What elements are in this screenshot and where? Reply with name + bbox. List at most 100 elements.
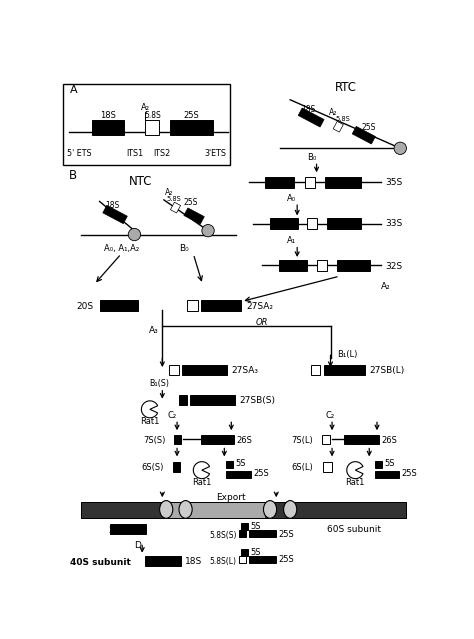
Text: 26S: 26S	[382, 436, 398, 445]
Bar	[103, 205, 128, 224]
Text: B: B	[69, 169, 77, 181]
Text: 5.8S: 5.8S	[144, 111, 161, 119]
Text: A₀, A₁,A₂: A₀, A₁,A₂	[104, 244, 139, 253]
Text: D: D	[134, 541, 140, 550]
Bar	[324, 365, 365, 374]
Bar	[279, 260, 307, 271]
Text: 35S: 35S	[385, 178, 403, 187]
Bar	[201, 300, 241, 311]
Text: 5S: 5S	[250, 548, 260, 557]
Text: B₀: B₀	[307, 153, 317, 162]
Bar	[201, 435, 235, 444]
Bar	[241, 523, 247, 530]
Wedge shape	[193, 462, 210, 479]
Bar	[374, 461, 382, 468]
Bar	[81, 502, 406, 518]
Bar	[226, 461, 233, 468]
Bar	[184, 208, 204, 224]
Text: 25S: 25S	[279, 555, 294, 564]
Text: 7S(L): 7S(L)	[292, 436, 313, 445]
Bar	[174, 435, 181, 444]
Bar	[179, 396, 187, 406]
Ellipse shape	[264, 500, 277, 518]
Text: Rat1: Rat1	[346, 478, 365, 487]
Text: A: A	[70, 85, 78, 95]
Text: 5.8S: 5.8S	[335, 116, 350, 122]
Text: C₂: C₂	[325, 411, 334, 420]
Text: A₀: A₀	[287, 194, 296, 203]
Wedge shape	[347, 462, 363, 479]
Bar	[145, 119, 159, 135]
Text: Rat1: Rat1	[140, 417, 160, 426]
Wedge shape	[141, 401, 158, 418]
Bar	[241, 550, 247, 557]
Text: Export: Export	[217, 493, 246, 502]
Bar	[325, 177, 361, 188]
Bar	[145, 556, 181, 566]
Bar	[187, 300, 198, 311]
Bar	[337, 260, 370, 271]
Bar	[190, 396, 235, 406]
Bar	[169, 365, 179, 374]
Text: 5S: 5S	[235, 459, 246, 468]
Bar	[81, 502, 166, 518]
Bar	[239, 556, 246, 562]
Bar	[92, 119, 124, 135]
Text: 18S: 18S	[185, 557, 202, 566]
Bar	[311, 365, 320, 374]
Text: 20S: 20S	[109, 526, 126, 535]
Text: 5' ETS: 5' ETS	[67, 149, 91, 158]
Bar	[270, 219, 298, 229]
Text: A₂: A₂	[165, 189, 173, 197]
Text: A₂: A₂	[328, 109, 337, 118]
Text: A₂: A₂	[141, 103, 150, 112]
Text: RTC: RTC	[335, 81, 357, 94]
Text: 7S(S): 7S(S)	[143, 436, 165, 445]
Text: 27SB(S): 27SB(S)	[239, 396, 275, 405]
Bar	[374, 471, 400, 478]
Text: 6S(L): 6S(L)	[291, 463, 313, 472]
Text: 25S: 25S	[402, 470, 418, 479]
Bar	[171, 202, 181, 213]
Text: OR: OR	[256, 318, 269, 327]
Circle shape	[202, 224, 214, 237]
Text: 25S: 25S	[361, 123, 376, 132]
Text: A₂: A₂	[381, 282, 391, 291]
Text: 40S subunit: 40S subunit	[70, 558, 131, 567]
Text: 5.8S(S): 5.8S(S)	[209, 531, 237, 540]
Bar	[323, 463, 332, 472]
Text: 18S: 18S	[100, 111, 116, 119]
Bar	[226, 471, 251, 478]
Bar	[81, 502, 406, 518]
Bar	[333, 121, 343, 132]
Bar	[305, 177, 315, 188]
Text: B₀: B₀	[179, 244, 189, 253]
Text: 6S(S): 6S(S)	[141, 463, 164, 472]
Circle shape	[128, 228, 141, 241]
Bar	[345, 435, 379, 444]
Text: 25S: 25S	[183, 111, 199, 119]
Text: 5S: 5S	[250, 522, 260, 531]
Text: 25S: 25S	[279, 530, 294, 539]
Text: Rat1: Rat1	[192, 478, 211, 487]
Bar	[249, 556, 276, 562]
Ellipse shape	[283, 500, 297, 518]
Circle shape	[394, 142, 406, 155]
Bar	[182, 365, 228, 374]
Text: 32S: 32S	[385, 261, 402, 270]
Bar	[264, 177, 294, 188]
Bar	[322, 435, 330, 444]
Text: 33S: 33S	[385, 219, 403, 228]
Text: 5S: 5S	[384, 459, 394, 468]
Bar	[173, 463, 180, 472]
Text: C₂: C₂	[168, 411, 177, 420]
Bar	[327, 219, 361, 229]
Text: 27SA₂: 27SA₂	[247, 302, 274, 311]
Bar	[109, 524, 146, 534]
Bar	[249, 530, 276, 537]
Bar	[352, 127, 375, 144]
Bar	[317, 260, 327, 271]
Text: 27SB(L): 27SB(L)	[369, 366, 404, 374]
Text: 27SA₃: 27SA₃	[231, 366, 258, 374]
Text: B₁(L): B₁(L)	[337, 350, 357, 359]
